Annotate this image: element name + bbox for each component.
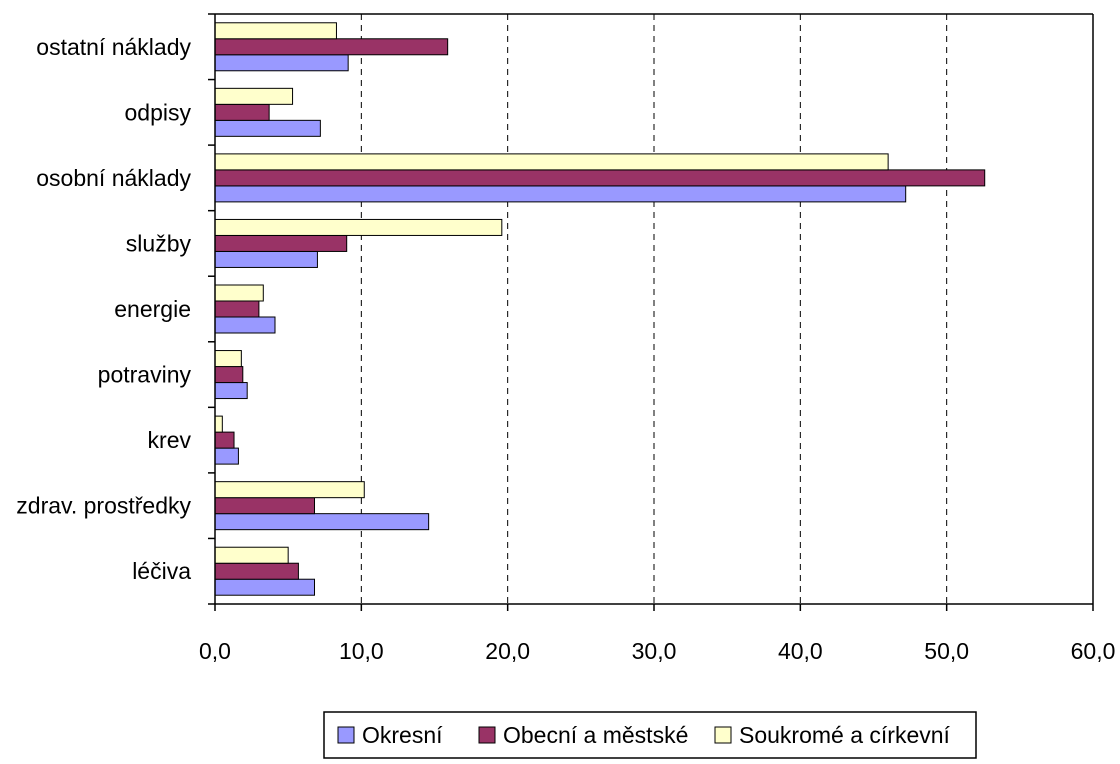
bar [214,87,294,105]
bar [214,415,223,433]
x-tick-label: 0,0 [199,638,231,664]
y-tick-label: potraviny [98,362,192,388]
x-tick-label: 20,0 [485,638,530,664]
gridlines [360,14,948,604]
legend-label-okresni: Okresní [362,722,443,748]
bar [214,350,242,368]
bar [214,153,889,171]
legend-swatch-obecni [478,726,496,744]
x-tick-label: 40,0 [778,638,823,664]
bar [214,497,316,515]
y-tick-label: krev [148,427,192,453]
y-tick-labels: léčiva zdrav. prostředky krev potraviny ener… [16,34,191,584]
bar [214,562,299,580]
legend-swatch-soukrome [714,726,732,744]
bar [214,366,244,384]
bar [214,250,318,268]
y-tick-label: osobní náklady [36,165,191,191]
bar [214,578,316,596]
bar [214,54,349,72]
bar [214,103,270,121]
bar [214,382,248,400]
bar [214,447,239,465]
bar [214,546,289,564]
x-tick-label: 10,0 [339,638,384,664]
y-tick-label: energie [114,296,191,322]
bar [214,218,503,236]
bar [214,38,449,56]
legend-box [323,711,977,759]
bar [214,185,907,203]
bar [214,481,365,499]
y-tick-label: léčiva [132,558,191,584]
x-tick-label: 30,0 [632,638,677,664]
bar [214,284,264,302]
legend-label-soukrome: Soukromé a církevní [739,722,951,748]
y-tick-label: ostatní náklady [36,34,191,60]
x-tick-labels: 0,0 10,0 20,0 30,0 40,0 50,0 60,0 [199,638,1115,664]
x-tick-label: 50,0 [924,638,969,664]
legend-label-obecni: Obecní a městské [503,722,688,748]
bar [214,431,235,449]
bar [214,119,321,137]
bar [214,22,337,40]
bars [214,22,986,596]
bar [214,316,276,334]
bar [214,169,986,187]
bar [214,513,430,531]
legend: Okresní Obecní a městské Soukromé a círk… [323,711,977,759]
y-tick-label: služby [126,230,192,256]
x-tick-label: 60,0 [1071,638,1116,664]
bar [214,300,260,318]
axes [208,13,1094,611]
legend-swatch-okresni [337,726,355,744]
y-tick-label: odpisy [125,99,192,125]
y-tick-label: zdrav. prostředky [16,493,191,519]
bar [214,234,348,252]
